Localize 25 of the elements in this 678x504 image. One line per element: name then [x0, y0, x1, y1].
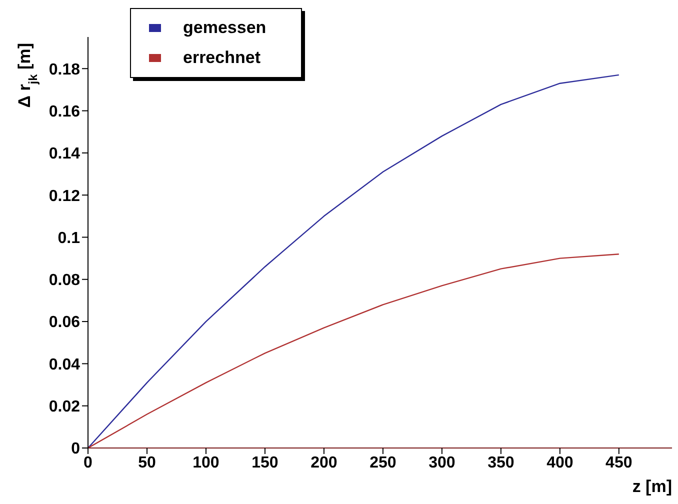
x-axis-title: z [m]	[632, 477, 672, 496]
x-tick-label: 450	[606, 454, 632, 472]
legend-label: gemessen	[183, 18, 266, 38]
y-tick-label: 0.08	[48, 272, 80, 290]
y-tick-label: 0.1	[58, 230, 80, 247]
line-series	[88, 253, 620, 448]
y-tick-label: 0.14	[48, 146, 80, 163]
y-tick-label: 0.16	[48, 103, 80, 120]
line-series	[88, 74, 620, 448]
y-tick-label: 0.18	[48, 61, 80, 78]
y-tick-label: 0.06	[48, 314, 80, 332]
legend-label: errechnet	[183, 48, 260, 68]
y-tick-label: 0	[71, 440, 80, 458]
x-tick-label: 100	[192, 454, 220, 472]
x-tick-label: 400	[546, 454, 574, 472]
y-tick-label: 0.04	[48, 356, 80, 374]
x-tick-label: 250	[370, 454, 396, 472]
y-tick-label: 0.12	[48, 188, 80, 205]
y-tick-label: 0.02	[48, 398, 80, 416]
x-tick-label: 0	[84, 454, 93, 472]
x-tick-label: 50	[138, 454, 156, 472]
x-tick-label: 200	[310, 454, 338, 472]
x-tick-label: 150	[252, 454, 278, 472]
x-tick-label: 300	[428, 454, 456, 472]
x-tick-label: 350	[488, 454, 514, 472]
